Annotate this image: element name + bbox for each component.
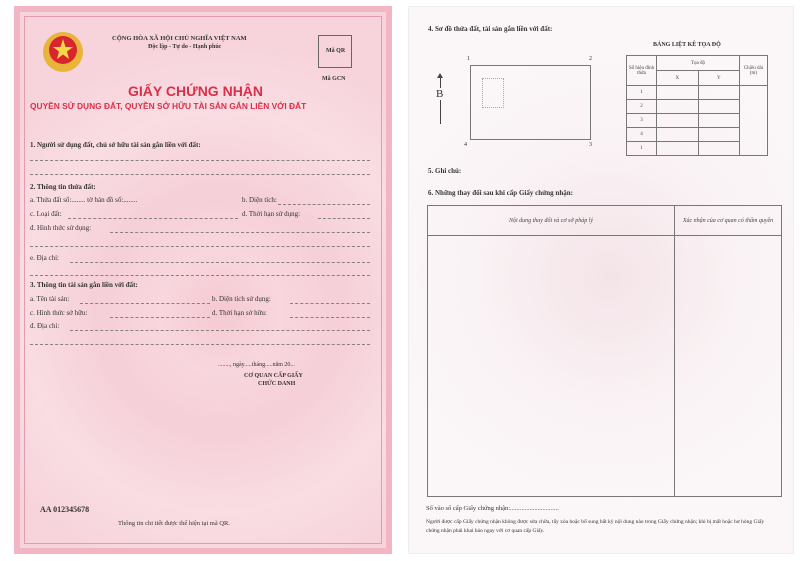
table-row: 2 bbox=[626, 99, 768, 114]
area-field: b. Diện tích: bbox=[242, 196, 277, 204]
qr-label: Mã QR bbox=[326, 48, 346, 54]
national-emblem-icon bbox=[43, 32, 83, 72]
table-row: 4 bbox=[626, 127, 768, 142]
north-arrow-icon bbox=[440, 76, 441, 124]
table-row: 1 bbox=[626, 85, 768, 156]
serial-number: AA 012345678 bbox=[40, 505, 90, 514]
col-x: X bbox=[656, 70, 699, 86]
country-name: CỘNG HÒA XÃ HỘI CHỦ NGHĨA VIỆT NAM bbox=[112, 35, 247, 42]
issuing-agency: CƠ QUAN CẤP GIẤY bbox=[244, 373, 303, 379]
gcn-label: Mã GCN bbox=[322, 76, 346, 82]
corner-3: 3 bbox=[589, 142, 592, 148]
section-1-heading: 1. Người sử dụng đất, chủ sở hữu tài sản… bbox=[30, 141, 201, 149]
qr-code-box: Mã QR bbox=[318, 35, 352, 68]
asset-address-field: đ. Địa chỉ: bbox=[30, 322, 60, 330]
signer-position: CHỨC DANH bbox=[258, 381, 296, 387]
coord-table-title: BẢNG LIỆT KÊ TỌA ĐỘ bbox=[653, 42, 721, 48]
register-number: Số vào sổ cấp Giấy chứng nhận:..........… bbox=[426, 505, 559, 512]
section-5-heading: 5. Ghi chú: bbox=[428, 167, 462, 175]
col-coord: Tọa độ bbox=[656, 55, 740, 71]
land-address-field: e. Địa chỉ: bbox=[30, 254, 59, 262]
qr-footer-note: Thông tin chi tiết được thể hiện tại mã … bbox=[118, 520, 231, 527]
usage-term-field: d. Thời hạn sử dụng: bbox=[242, 210, 301, 218]
col-confirmation: Xác nhận của cơ quan có thẩm quyền bbox=[674, 205, 782, 236]
issue-date: ........, ngày.....tháng.....năm 20... bbox=[218, 362, 295, 368]
col-length: Chiều dài (m) bbox=[739, 55, 768, 86]
north-label: B bbox=[436, 88, 444, 100]
corner-4: 4 bbox=[464, 142, 467, 148]
section-2-heading: 2. Thông tin thửa đất: bbox=[30, 183, 96, 191]
certificate-subtitle: QUYỀN SỬ DỤNG ĐẤT, QUYỀN SỞ HỮU TÀI SẢN … bbox=[30, 101, 307, 111]
col-y: Y bbox=[697, 70, 740, 86]
asset-area-field: b. Diện tích sử dụng: bbox=[212, 295, 271, 303]
changes-table: Nội dung thay đổi và cơ sở pháp lý Xác nh… bbox=[427, 205, 782, 497]
section-4-heading: 4. Sơ đồ thửa đất, tài sản gắn liền với … bbox=[428, 25, 553, 33]
col-changes: Nội dung thay đổi và cơ sở pháp lý bbox=[427, 205, 675, 236]
section-3-heading: 3. Thông tin tài sản gắn liền với đất: bbox=[30, 281, 138, 289]
motto: Độc lập - Tự do - Hạnh phúc bbox=[148, 44, 222, 50]
notice-text: Người được cấp Giấy chứng nhận không đượ… bbox=[426, 519, 765, 534]
ownership-term-field: d. Thời hạn sở hữu: bbox=[212, 309, 267, 317]
land-type-field: c. Loại đất: bbox=[30, 210, 62, 218]
parcel-sketch bbox=[470, 65, 591, 140]
table-row: 1 bbox=[626, 141, 768, 156]
certificate-front-page bbox=[14, 6, 392, 554]
parcel-number-field: a. Thửa đất số:........ tờ bản đồ số:...… bbox=[30, 196, 138, 204]
section-6-heading: 6. Những thay đổi sau khi cấp Giấy chứng… bbox=[428, 189, 573, 197]
ownership-form-field: c. Hình thức sở hữu: bbox=[30, 309, 88, 317]
certificate-title: GIẤY CHỨNG NHẬN bbox=[128, 83, 264, 99]
col-point: Số hiệu đỉnh thửa bbox=[626, 55, 657, 86]
usage-form-field: đ. Hình thức sử dụng: bbox=[30, 224, 92, 232]
asset-name-field: a. Tên tài sản: bbox=[30, 295, 70, 303]
corner-1: 1 bbox=[467, 56, 470, 62]
corner-2: 2 bbox=[589, 56, 592, 62]
